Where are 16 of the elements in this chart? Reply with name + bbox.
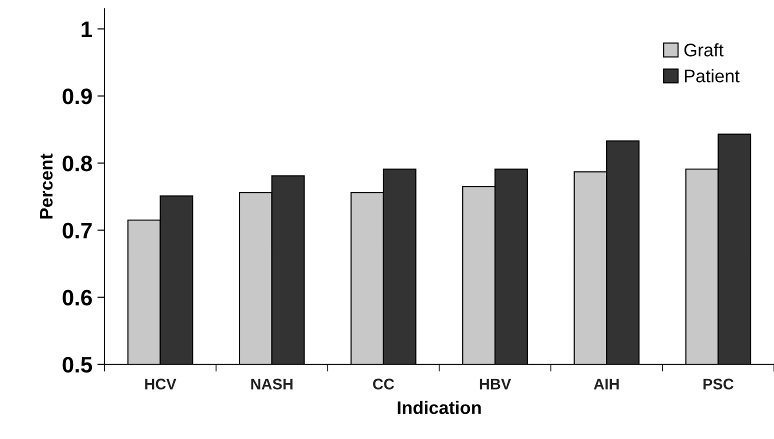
y-tick-label: 0.6 <box>62 290 92 306</box>
x-tick-label: CC <box>373 378 394 390</box>
x-tick-label: NASH <box>251 378 292 390</box>
legend-label: Patient <box>684 69 740 82</box>
y-tick-label: 1 <box>82 22 92 37</box>
legend-label: Graft <box>684 43 724 56</box>
x-tick-label: HBV <box>480 378 512 390</box>
x-tick-label: HCV <box>145 378 176 390</box>
y-axis-title: Percent <box>40 154 53 218</box>
y-tick-label: 0.7 <box>62 222 92 238</box>
y-tick-label: 0.5 <box>62 356 92 373</box>
x-tick-label: PSC <box>704 378 734 390</box>
y-tick-label: 0.9 <box>62 88 92 104</box>
x-axis-title: Indication <box>398 400 481 414</box>
x-tick-label: AIH <box>594 378 619 390</box>
y-tick-label: 0.8 <box>62 156 92 172</box>
